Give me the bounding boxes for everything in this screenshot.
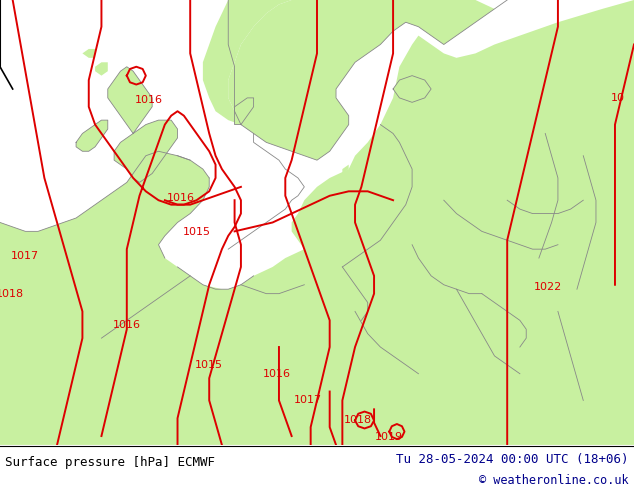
Text: 1016: 1016 — [113, 320, 141, 330]
Text: 10: 10 — [611, 93, 625, 103]
Text: Surface pressure [hPa] ECMWF: Surface pressure [hPa] ECMWF — [5, 456, 215, 468]
Text: © weatheronline.co.uk: © weatheronline.co.uk — [479, 474, 629, 488]
Polygon shape — [0, 0, 634, 445]
Polygon shape — [114, 120, 178, 182]
Text: 1015: 1015 — [183, 227, 210, 237]
Polygon shape — [76, 120, 108, 151]
Text: 1016: 1016 — [262, 369, 290, 379]
Text: 1017: 1017 — [294, 394, 322, 405]
Text: 1018: 1018 — [344, 416, 372, 425]
Polygon shape — [228, 0, 495, 160]
Text: 1017: 1017 — [11, 251, 39, 261]
Polygon shape — [95, 62, 108, 75]
Text: 1019: 1019 — [375, 432, 403, 442]
Polygon shape — [235, 98, 254, 124]
Text: 1016: 1016 — [167, 193, 195, 203]
Polygon shape — [82, 49, 95, 58]
Text: Tu 28-05-2024 00:00 UTC (18+06): Tu 28-05-2024 00:00 UTC (18+06) — [396, 453, 629, 466]
Polygon shape — [342, 165, 349, 173]
Polygon shape — [393, 75, 431, 102]
Polygon shape — [203, 0, 292, 124]
Text: 1016: 1016 — [135, 95, 163, 105]
Text: 1015: 1015 — [195, 360, 223, 370]
Text: 1022: 1022 — [534, 282, 562, 292]
Polygon shape — [108, 67, 152, 133]
Text: 1018: 1018 — [0, 289, 24, 298]
